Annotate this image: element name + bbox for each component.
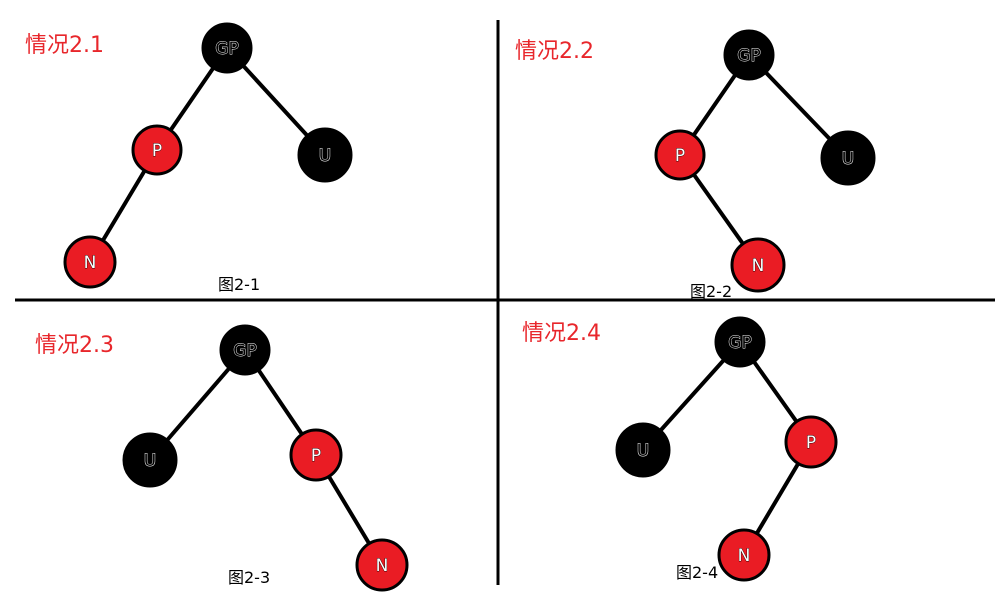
node-2-gp: GP [723, 29, 775, 81]
node-4-u: U [615, 422, 671, 478]
node-circle-4-gp [714, 316, 766, 368]
case-label-2-3: 情况2.3 [35, 333, 114, 358]
node-circle-3-p [289, 428, 343, 482]
node-circle-1-n [63, 235, 117, 289]
node-4-gp: GP [714, 316, 766, 368]
node-label-4-n: N [738, 546, 751, 566]
node-circle-4-u [615, 422, 671, 478]
node-circle-3-u [122, 432, 178, 488]
node-3-n: N [355, 538, 409, 592]
node-circle-2-n [730, 237, 786, 293]
node-label-3-n: N [376, 556, 389, 576]
node-2-u: U [820, 130, 876, 186]
node-circle-4-n [717, 528, 771, 582]
node-label-1-u: U [319, 146, 331, 166]
node-label-2-u: U [842, 149, 854, 169]
case-label-2-4: 情况2.4 [522, 321, 601, 346]
node-circle-3-gp [219, 324, 271, 376]
figure-caption-2-2: 图2-2 [690, 282, 732, 301]
node-2-p: P [654, 129, 706, 181]
node-label-1-p: P [152, 141, 162, 161]
case-label-2-1: 情况2.1 [25, 33, 104, 58]
tree-edges [88, 46, 850, 567]
node-circle-2-gp [723, 29, 775, 81]
case-label-2-2: 情况2.2 [515, 39, 594, 64]
node-circle-3-n [355, 538, 409, 592]
node-label-4-gp: GP [728, 333, 751, 353]
node-label-3-u: U [144, 451, 156, 471]
node-circle-1-gp [201, 22, 253, 74]
node-label-4-p: P [806, 433, 816, 453]
figure-caption-2-1: 图2-1 [218, 275, 260, 294]
node-label-3-gp: GP [233, 341, 256, 361]
node-1-gp: GP [201, 22, 253, 74]
node-1-p: P [131, 124, 183, 176]
node-2-n: N [730, 237, 786, 293]
node-circle-2-u [820, 130, 876, 186]
node-1-n: N [63, 235, 117, 289]
figure-caption-2-3: 图2-3 [228, 568, 270, 587]
node-label-2-n: N [752, 256, 765, 276]
node-label-1-gp: GP [215, 39, 238, 59]
node-4-n: N [717, 528, 771, 582]
tree-nodes: GP P U N GP P U N GP U P N GP U P N [63, 22, 876, 592]
node-3-gp: GP [219, 324, 271, 376]
node-1-u: U [297, 127, 353, 183]
figure-caption-2-4: 图2-4 [676, 563, 718, 582]
node-circle-2-p [654, 129, 706, 181]
node-circle-4-p [784, 415, 838, 469]
node-label-2-gp: GP [737, 46, 760, 66]
node-4-p: P [784, 415, 838, 469]
node-circle-1-u [297, 127, 353, 183]
node-3-u: U [122, 432, 178, 488]
node-label-1-n: N [84, 253, 97, 273]
node-circle-1-p [131, 124, 183, 176]
node-label-3-p: P [311, 446, 321, 466]
node-label-4-u: U [637, 441, 649, 461]
node-3-p: P [289, 428, 343, 482]
node-label-2-p: P [675, 146, 685, 166]
